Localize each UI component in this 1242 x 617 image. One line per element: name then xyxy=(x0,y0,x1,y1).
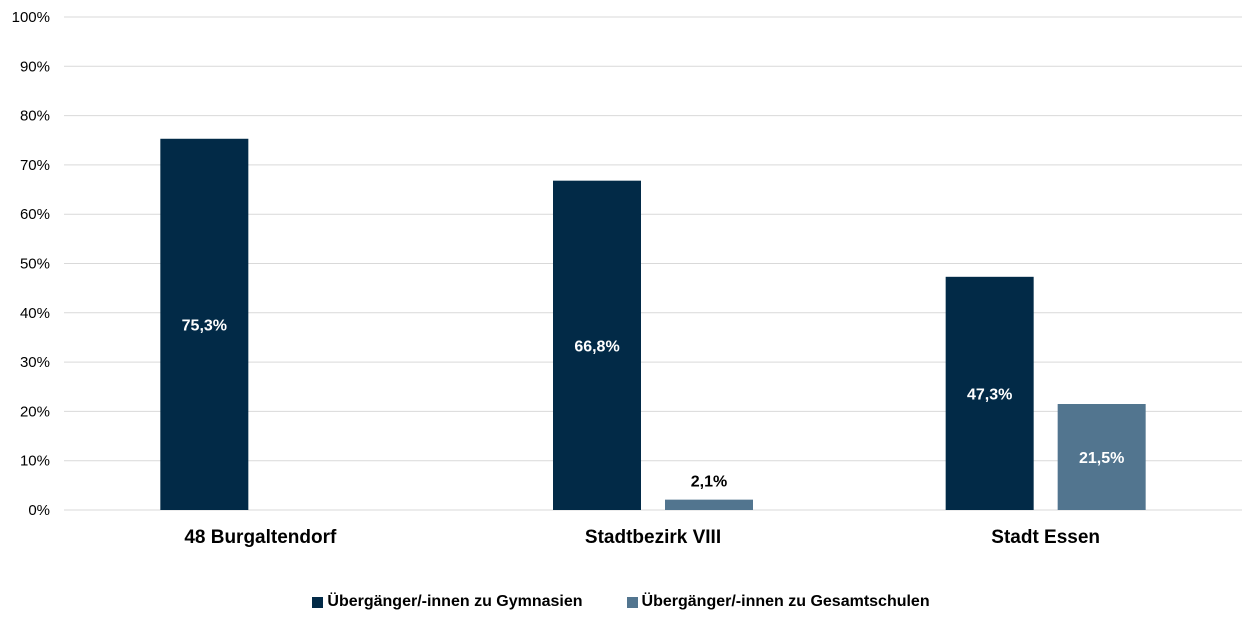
x-category-label: 48 Burgaltendorf xyxy=(184,527,337,548)
bar xyxy=(1057,404,1146,510)
y-tick-label: 0% xyxy=(28,502,50,519)
y-tick-label: 40% xyxy=(20,305,50,322)
y-tick-label: 10% xyxy=(20,453,50,470)
data-labels: 75,3% 66,8% 2,1% 47,3% 21,5% xyxy=(182,317,1125,490)
data-label: 47,3% xyxy=(967,386,1012,403)
legend: Übergänger/-innen zu Gymnasien Übergänge… xyxy=(0,593,1242,611)
x-category-label: Stadtbezirk VIII xyxy=(585,527,721,548)
y-tick-label: 50% xyxy=(20,256,50,273)
gridlines xyxy=(64,16,1242,511)
bar xyxy=(553,180,641,510)
legend-label-gymnasien: Übergänger/-innen zu Gymnasien xyxy=(327,593,583,610)
data-label: 2,1% xyxy=(691,474,727,491)
y-tick-label: 60% xyxy=(20,206,50,223)
data-label: 75,3% xyxy=(182,317,227,334)
bar xyxy=(160,138,249,510)
x-axis-categories: 48 Burgaltendorf Stadtbezirk VIII Stadt Es… xyxy=(184,527,1100,548)
y-tick-label: 80% xyxy=(20,108,50,125)
legend-label-gesamtschulen: Übergänger/-innen zu Gesamtschulen xyxy=(641,593,930,610)
legend-item-gesamtschulen: Übergänger/-innen zu Gesamtschulen xyxy=(626,593,930,611)
y-tick-label: 30% xyxy=(20,354,50,371)
data-label: 21,5% xyxy=(1079,450,1124,467)
legend-item-gymnasien: Übergänger/-innen zu Gymnasien xyxy=(312,593,583,611)
y-tick-label: 70% xyxy=(20,157,50,174)
data-label: 66,8% xyxy=(574,338,619,355)
x-category-label: Stadt Essen xyxy=(991,527,1100,548)
y-tick-label: 20% xyxy=(20,403,50,420)
legend-swatch-gymnasien xyxy=(312,596,324,608)
bar xyxy=(945,276,1034,510)
bars xyxy=(160,138,1146,510)
y-tick-label: 100% xyxy=(12,9,50,26)
y-tick-label: 90% xyxy=(20,58,50,75)
bar-chart: 0% 10% 20% 30% 40% 50% 60% 70% 80% 90% 100% 75,3% 6… xyxy=(12,9,1242,548)
y-axis-ticks: 0% 10% 20% 30% 40% 50% 60% 70% 80% 90% 100% xyxy=(12,9,50,519)
bar xyxy=(665,499,753,510)
legend-swatch-gesamtschulen xyxy=(626,596,638,608)
